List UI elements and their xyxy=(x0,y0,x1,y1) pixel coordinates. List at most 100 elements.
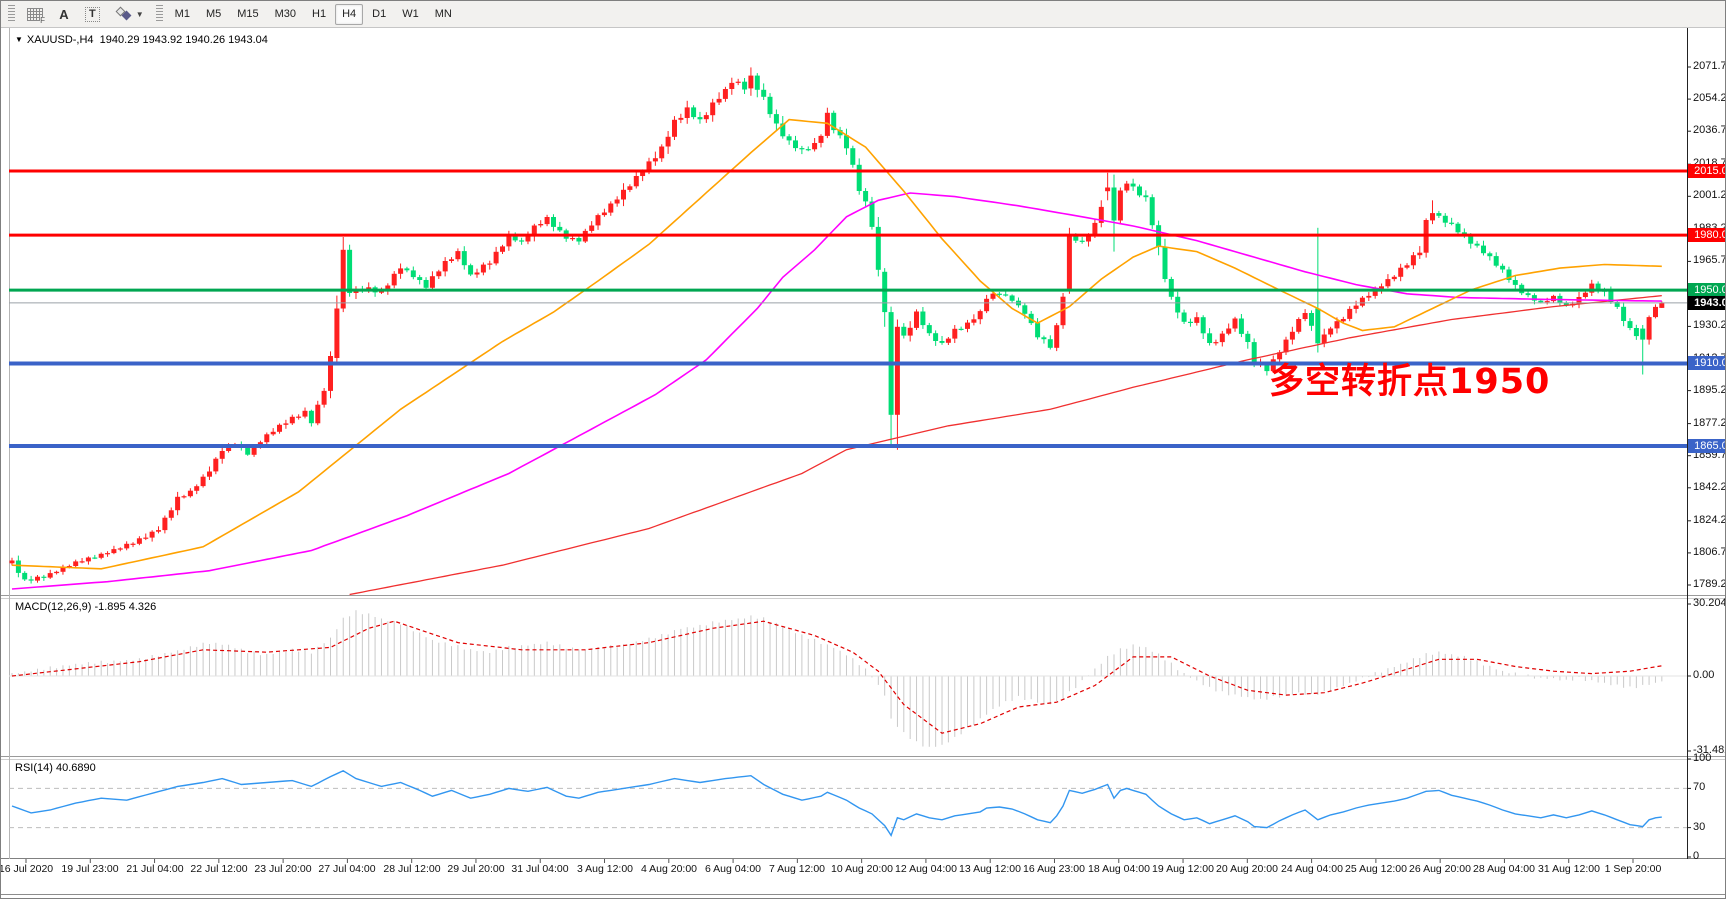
time-axis-label[interactable]: 3 Aug 12:00 xyxy=(576,863,634,875)
candle-body xyxy=(92,557,98,559)
time-axis-label[interactable]: 29 Jul 20:00 xyxy=(447,863,505,875)
candle-body xyxy=(1149,197,1155,226)
chart-shift-icon: F xyxy=(27,7,45,25)
time-axis-label[interactable]: 28 Aug 04:00 xyxy=(1473,863,1535,875)
time-axis-label[interactable]: 4 Aug 20:00 xyxy=(640,863,698,875)
chart-menu-triangle-icon[interactable]: ▼ xyxy=(15,35,23,44)
candle-body xyxy=(1022,305,1028,314)
candle-body xyxy=(1117,190,1123,221)
timeframe-button-m5[interactable]: M5 xyxy=(205,8,222,20)
timeframe-button-h4[interactable]: H4 xyxy=(335,3,364,25)
time-axis-label[interactable]: 20 Aug 20:00 xyxy=(1216,863,1278,875)
candle-body xyxy=(1653,306,1658,318)
price-tick-label: 1842.20 xyxy=(1693,481,1725,493)
candle-body xyxy=(1130,183,1136,187)
candle-body xyxy=(47,573,53,578)
candle-body xyxy=(933,333,939,341)
candle-body xyxy=(270,431,276,435)
time-axis-label[interactable]: 22 Jul 12:00 xyxy=(190,863,248,875)
price-tick-label: 2054.20 xyxy=(1693,92,1725,104)
text-tool-icon: T xyxy=(85,6,100,22)
candle-body xyxy=(41,576,47,578)
candle-body xyxy=(678,117,684,120)
time-axis-label[interactable]: 16 Aug 23:00 xyxy=(1023,863,1085,875)
candle-body xyxy=(398,268,404,274)
candle-body xyxy=(340,249,346,309)
candle-body xyxy=(996,293,1002,295)
candle-body xyxy=(251,446,257,455)
candle-body xyxy=(1060,296,1066,326)
time-axis-label[interactable]: 31 Aug 12:00 xyxy=(1538,863,1600,875)
timeframe-button-m30[interactable]: M30 xyxy=(274,8,297,20)
candle-body xyxy=(1347,308,1353,319)
chart-shift-button[interactable]: F xyxy=(20,4,50,25)
candle-body xyxy=(691,107,697,118)
time-axis-label[interactable]: 24 Aug 04:00 xyxy=(1281,863,1343,875)
insert-text-button[interactable]: T xyxy=(78,4,107,25)
time-axis-label[interactable]: 6 Aug 04:00 xyxy=(704,863,762,875)
time-axis-label[interactable]: 13 Aug 12:00 xyxy=(959,863,1021,875)
price-tick-label: 2071.70 xyxy=(1693,60,1725,72)
candle-body xyxy=(506,234,512,247)
candle-body xyxy=(136,538,142,544)
candle-body xyxy=(1009,295,1015,301)
timeframe-button-d1[interactable]: D1 xyxy=(372,8,387,20)
toolbar-drag-handle[interactable] xyxy=(8,5,15,23)
candle-body xyxy=(850,148,856,165)
candle-body xyxy=(659,146,665,159)
timeframe-button-m1[interactable]: M1 xyxy=(174,8,190,20)
candle-body xyxy=(742,81,748,90)
candle-body xyxy=(219,451,225,459)
toolbar-drag-handle-2[interactable] xyxy=(155,5,163,23)
chart-canvas[interactable] xyxy=(1,28,1726,899)
candle-body xyxy=(1608,291,1614,302)
time-axis-label[interactable]: 25 Aug 12:00 xyxy=(1345,863,1407,875)
time-axis-label[interactable]: 7 Aug 12:00 xyxy=(768,863,826,875)
rsi-tick-label: 30 xyxy=(1693,821,1706,833)
candle-body xyxy=(1551,295,1556,302)
rsi-line xyxy=(11,770,1662,837)
indicators-button[interactable]: ▼ xyxy=(109,4,151,25)
time-axis-label[interactable]: 1 Sep 20:00 xyxy=(1604,863,1662,875)
timeframe-button-h1[interactable]: H1 xyxy=(312,8,327,20)
candle-body xyxy=(818,135,824,143)
time-axis-label[interactable]: 19 Jul 23:00 xyxy=(61,863,119,875)
candle-body xyxy=(984,298,990,312)
candle-body xyxy=(1245,333,1251,342)
candle-body xyxy=(1035,323,1041,338)
time-axis-label[interactable]: 26 Aug 20:00 xyxy=(1409,863,1471,875)
time-axis-label[interactable]: 31 Jul 04:00 xyxy=(511,863,569,875)
price-tick-label: 2036.70 xyxy=(1693,124,1725,136)
time-axis-label[interactable]: 21 Jul 04:00 xyxy=(126,863,184,875)
candle-body xyxy=(1646,317,1652,340)
candle-body xyxy=(1474,243,1480,246)
candle-body xyxy=(1398,267,1404,277)
candle-body xyxy=(1417,252,1423,256)
candle-body xyxy=(767,96,773,115)
time-axis-label[interactable]: 23 Jul 20:00 xyxy=(254,863,312,875)
candle-body xyxy=(1334,321,1340,329)
macd-tick-label: -31.482 xyxy=(1693,744,1725,756)
candle-body xyxy=(863,191,869,202)
candle-body xyxy=(646,161,652,172)
time-axis-label[interactable]: 12 Aug 04:00 xyxy=(895,863,957,875)
price-tick-label: 1965.70 xyxy=(1693,254,1725,266)
candle-body xyxy=(1251,342,1257,365)
time-axis-label[interactable]: 18 Aug 04:00 xyxy=(1088,863,1150,875)
candle-body xyxy=(277,424,282,432)
candle-body xyxy=(1455,223,1461,233)
timeframe-button-w1[interactable]: W1 xyxy=(402,8,419,20)
time-axis-label[interactable]: 27 Jul 04:00 xyxy=(318,863,376,875)
candle-body xyxy=(1468,235,1474,244)
timeframe-button-m15[interactable]: M15 xyxy=(237,8,259,20)
insert-arrow-button[interactable]: A xyxy=(52,4,76,25)
time-axis-label[interactable]: 16 Jul 2020 xyxy=(0,863,54,875)
time-axis-label[interactable]: 19 Aug 12:00 xyxy=(1152,863,1214,875)
time-axis-label[interactable]: 10 Aug 20:00 xyxy=(831,863,893,875)
time-axis-label[interactable]: 28 Jul 12:00 xyxy=(383,863,441,875)
candle-body xyxy=(716,98,722,103)
timeframe-button-mn[interactable]: MN xyxy=(434,8,452,20)
candle-body xyxy=(1213,342,1219,344)
chart-area[interactable] xyxy=(1,28,1725,898)
